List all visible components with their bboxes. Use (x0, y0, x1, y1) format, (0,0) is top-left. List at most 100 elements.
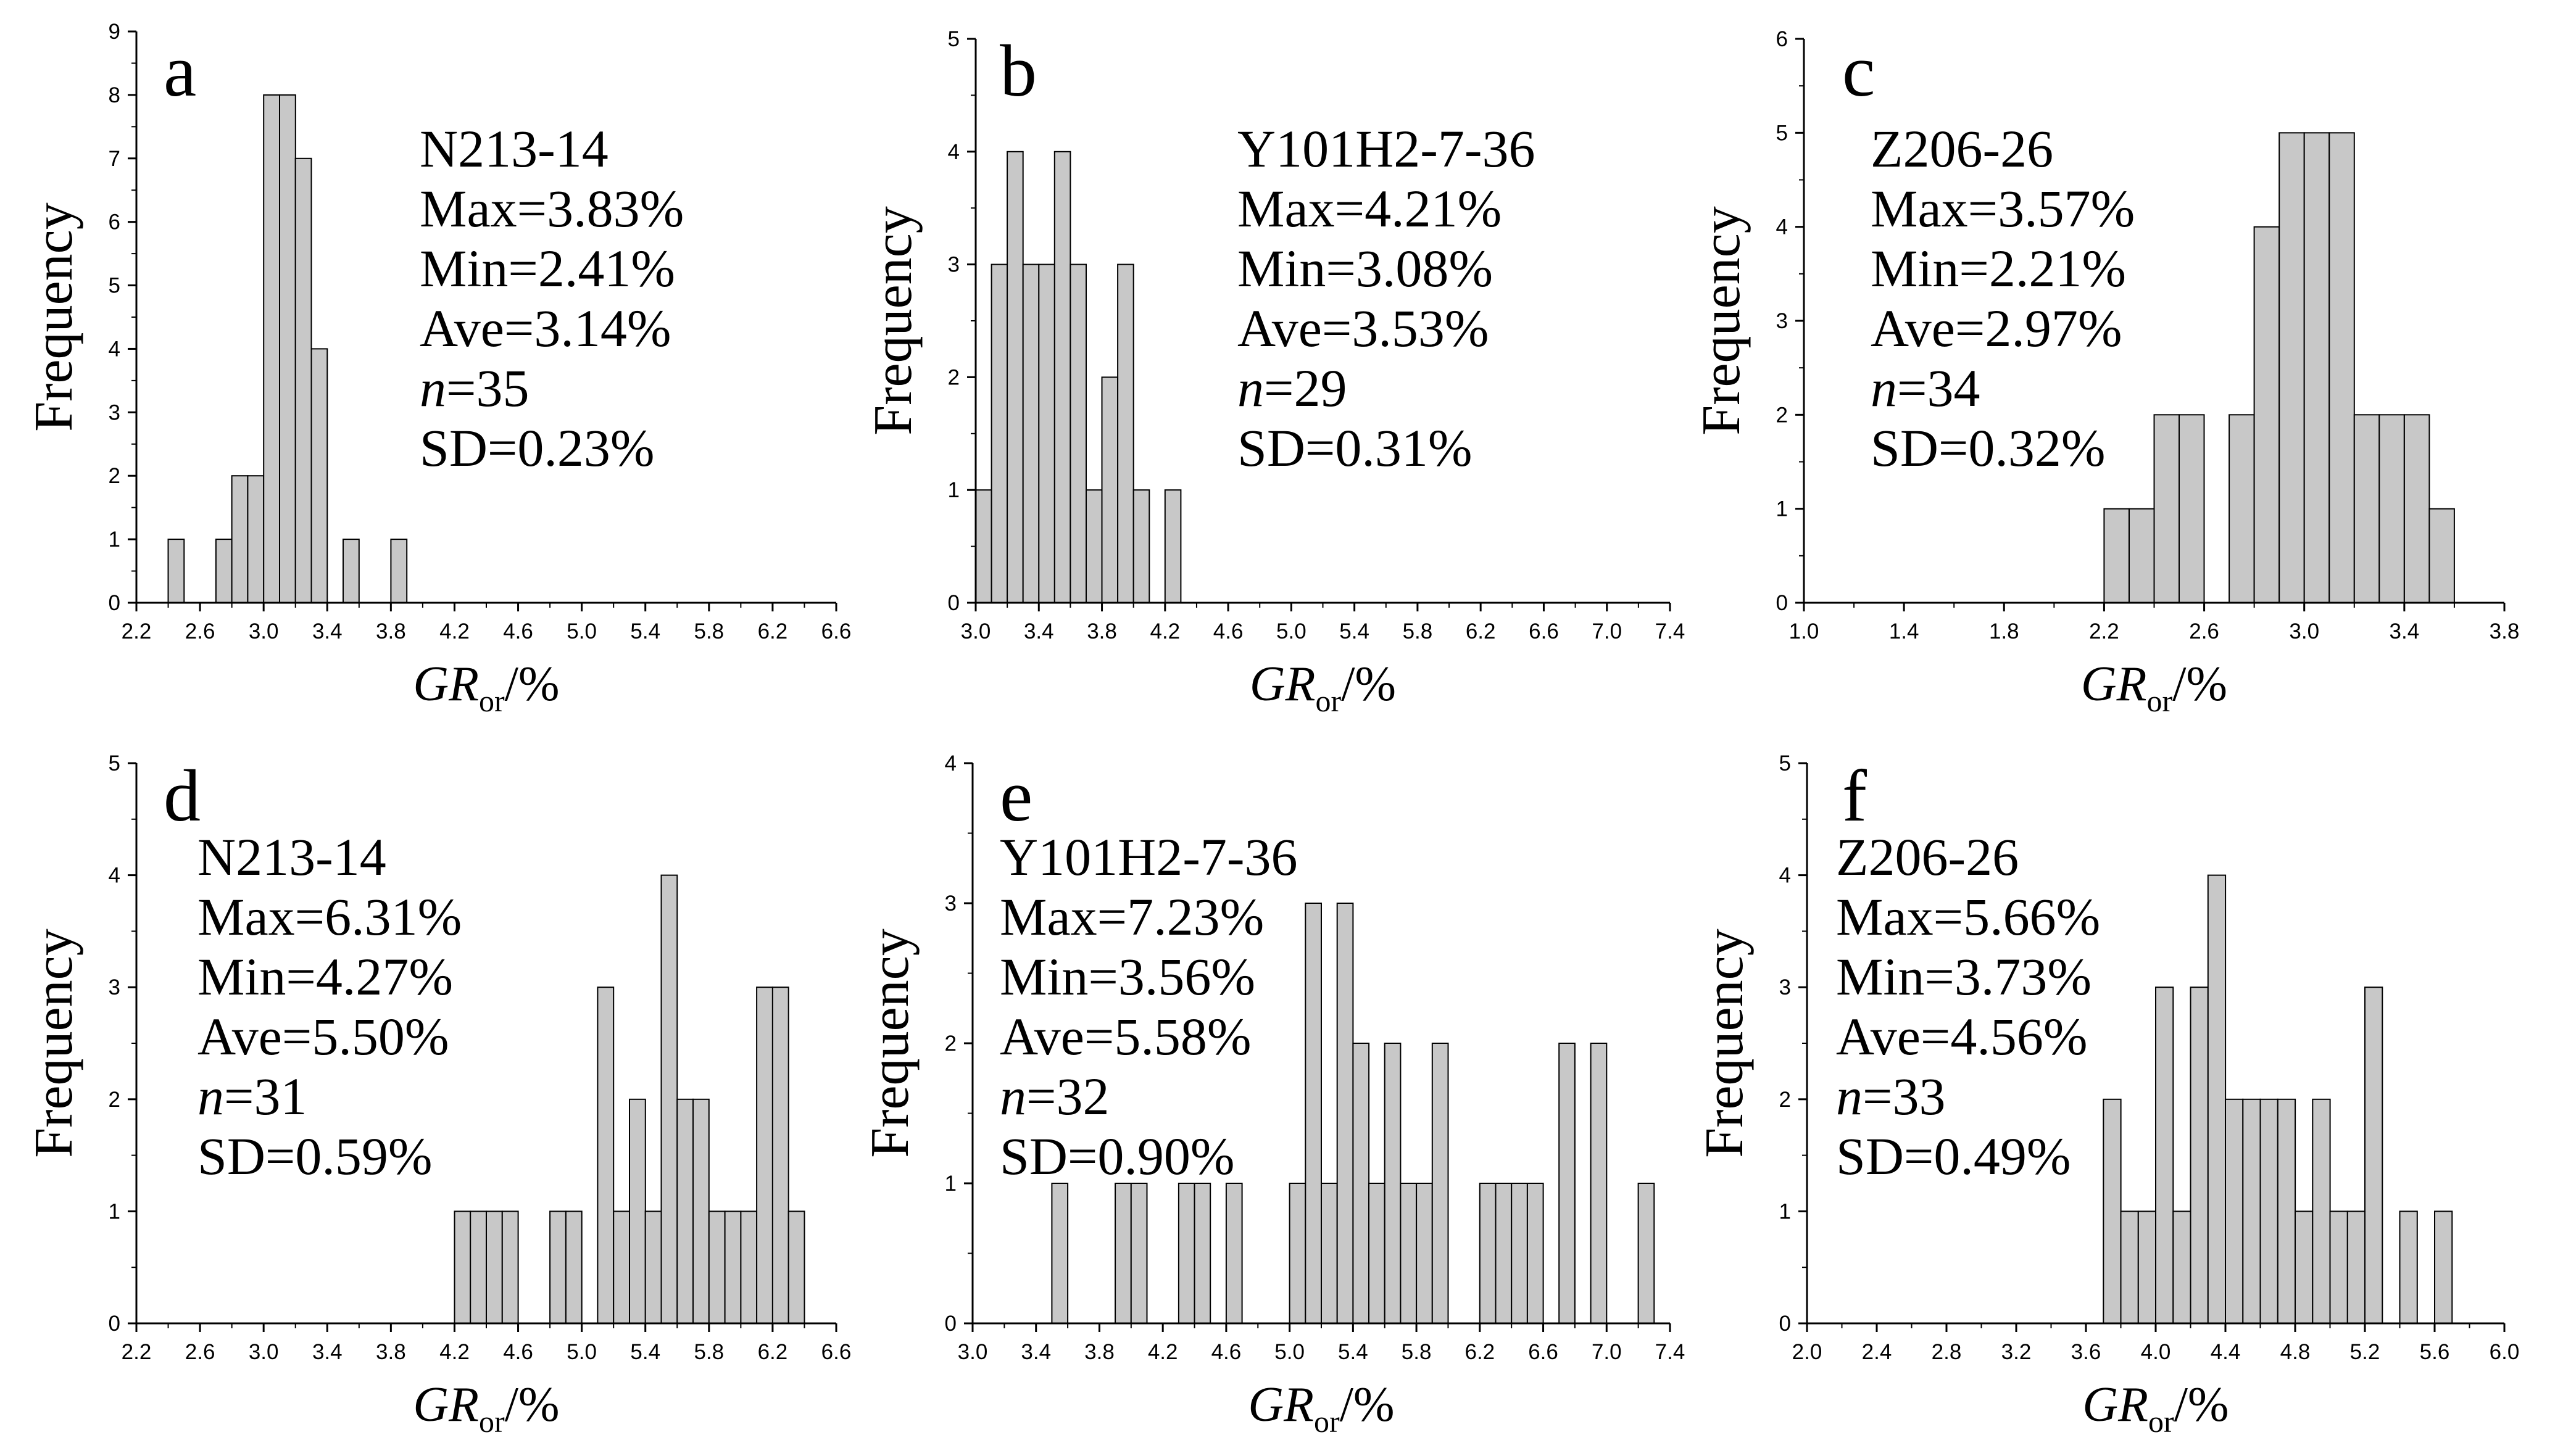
x-tick-label: 5.0 (567, 1340, 597, 1364)
histogram-bar (1558, 1043, 1576, 1324)
histogram-bar (2103, 508, 2130, 604)
histogram-bar (2364, 987, 2383, 1324)
histogram-bar (2137, 1210, 2157, 1325)
histogram-bar (501, 1210, 519, 1325)
stat-n: n=31 (197, 1067, 307, 1126)
x-axis-label-main: GR (2082, 1378, 2148, 1432)
histogram-bar (167, 539, 185, 603)
stat-n-symbol: n (1871, 358, 1897, 418)
x-tick-label: 3.4 (1024, 619, 1054, 643)
stat-n-value: =33 (1863, 1067, 1946, 1126)
histogram-bar (1384, 1043, 1402, 1324)
y-tick-label: 2 (945, 1032, 957, 1056)
stat-n-symbol: n (197, 1067, 224, 1126)
y-tick-label: 4 (945, 751, 957, 776)
y-tick-label: 2 (948, 365, 960, 389)
x-tick-label: 1.8 (1989, 619, 2019, 643)
histogram-bar (1305, 903, 1323, 1324)
panel-letter: c (1842, 30, 1875, 112)
y-tick-label: 0 (109, 1312, 120, 1336)
histogram-bar (2329, 1210, 2348, 1325)
x-axis-label-main: GR (2081, 657, 2147, 711)
y-axis-label: Frequency (860, 929, 920, 1157)
y-tick-label: 1 (1779, 1199, 1791, 1223)
histogram-bar (1070, 263, 1087, 604)
x-tick-label: 4.6 (1211, 1340, 1242, 1364)
histogram-bar (1289, 1183, 1306, 1324)
x-axis-label-main: GR (413, 1378, 479, 1432)
x-tick-label: 3.0 (958, 1340, 988, 1364)
histogram-bar (2207, 874, 2227, 1324)
histogram-bar (2172, 1210, 2191, 1325)
histogram-bar (310, 348, 328, 604)
x-axis-label: GRor/% (2081, 657, 2227, 718)
histogram-bar (454, 1210, 471, 1325)
stat-min: Min=3.08% (1237, 239, 1493, 298)
histogram-bar (975, 489, 992, 604)
stat-sd: SD=0.59% (197, 1127, 433, 1186)
x-tick-label: 6.6 (1529, 619, 1559, 643)
histogram-bar (629, 1098, 646, 1325)
x-tick-label: 5.8 (694, 1340, 724, 1364)
histogram-bar (215, 539, 233, 603)
x-tick-label: 5.0 (567, 619, 597, 643)
histogram-bar (613, 1210, 631, 1325)
y-axis-label: Frequency (1695, 929, 1755, 1157)
x-tick-label: 2.6 (2189, 619, 2219, 643)
x-axis-label-unit: /% (2172, 657, 2227, 711)
panel-letter: b (1000, 30, 1037, 112)
histogram-bar (1590, 1043, 1608, 1324)
y-tick-label: 1 (1776, 497, 1788, 521)
x-axis-label-subscript: or (2147, 684, 2173, 718)
x-tick-label: 3.4 (312, 619, 343, 643)
y-tick-label: 9 (109, 20, 120, 44)
histogram-bar (1225, 1183, 1243, 1324)
y-tick-label: 5 (1776, 121, 1788, 145)
x-tick-label: 6.0 (2490, 1340, 2520, 1364)
x-tick-label: 2.6 (185, 1340, 215, 1364)
x-axis-label-subscript: or (479, 684, 505, 718)
histogram-bar (1194, 1183, 1211, 1324)
histogram-bar (1526, 1183, 1544, 1324)
stat-min: Min=4.27% (197, 947, 453, 1006)
histogram-bar (740, 1210, 758, 1325)
histogram-bar (2229, 414, 2255, 603)
histogram-bar (1416, 1183, 1433, 1324)
histogram-bar (247, 475, 265, 604)
x-tick-label: 4.6 (503, 619, 533, 643)
x-axis-label-main: GR (1248, 1378, 1314, 1432)
stat-max: Max=5.66% (1836, 887, 2100, 946)
x-tick-label: 1.4 (1889, 619, 1919, 643)
histogram-bar (1336, 903, 1354, 1324)
histogram-bar (1051, 1183, 1069, 1324)
histogram-panel-a: 0 1 2 3 4 5 6 7 8 9 2.2 2.6 3.0 3.4 3.8 4.2 4.6 5.0 5.4 5.8… (24, 20, 851, 718)
y-tick-label: 5 (109, 274, 120, 298)
histogram-bar (1479, 1183, 1497, 1324)
histogram-bar (1101, 376, 1119, 604)
stat-sample: N213-14 (197, 827, 386, 887)
y-tick-label: 6 (1776, 27, 1788, 51)
histogram-bar (2103, 1098, 2122, 1325)
y-tick-label: 2 (109, 1088, 120, 1112)
stat-n-value: =31 (224, 1067, 307, 1126)
y-tick-label: 4 (948, 140, 960, 164)
histogram-bar (2190, 987, 2209, 1324)
x-tick-label: 3.0 (249, 619, 279, 643)
x-axis-label-subscript: or (479, 1404, 505, 1439)
histogram-bar (2153, 414, 2180, 603)
histogram-bar (1132, 489, 1150, 604)
histogram-bar (756, 987, 773, 1324)
histogram-bar (1086, 489, 1103, 604)
histogram-bar (2328, 132, 2355, 604)
stat-min: Min=2.21% (1871, 239, 2126, 298)
stat-n-symbol: n (1000, 1067, 1026, 1126)
x-tick-label: 3.4 (2390, 619, 2420, 643)
histogram-bar (1053, 151, 1071, 604)
histogram-bar (2295, 1210, 2314, 1325)
y-tick-label: 0 (945, 1312, 957, 1336)
stat-ave: Ave=2.97% (1871, 299, 2122, 358)
y-tick-label: 2 (1776, 403, 1788, 427)
x-tick-label: 5.8 (694, 619, 724, 643)
stat-max: Max=3.83% (420, 179, 684, 238)
